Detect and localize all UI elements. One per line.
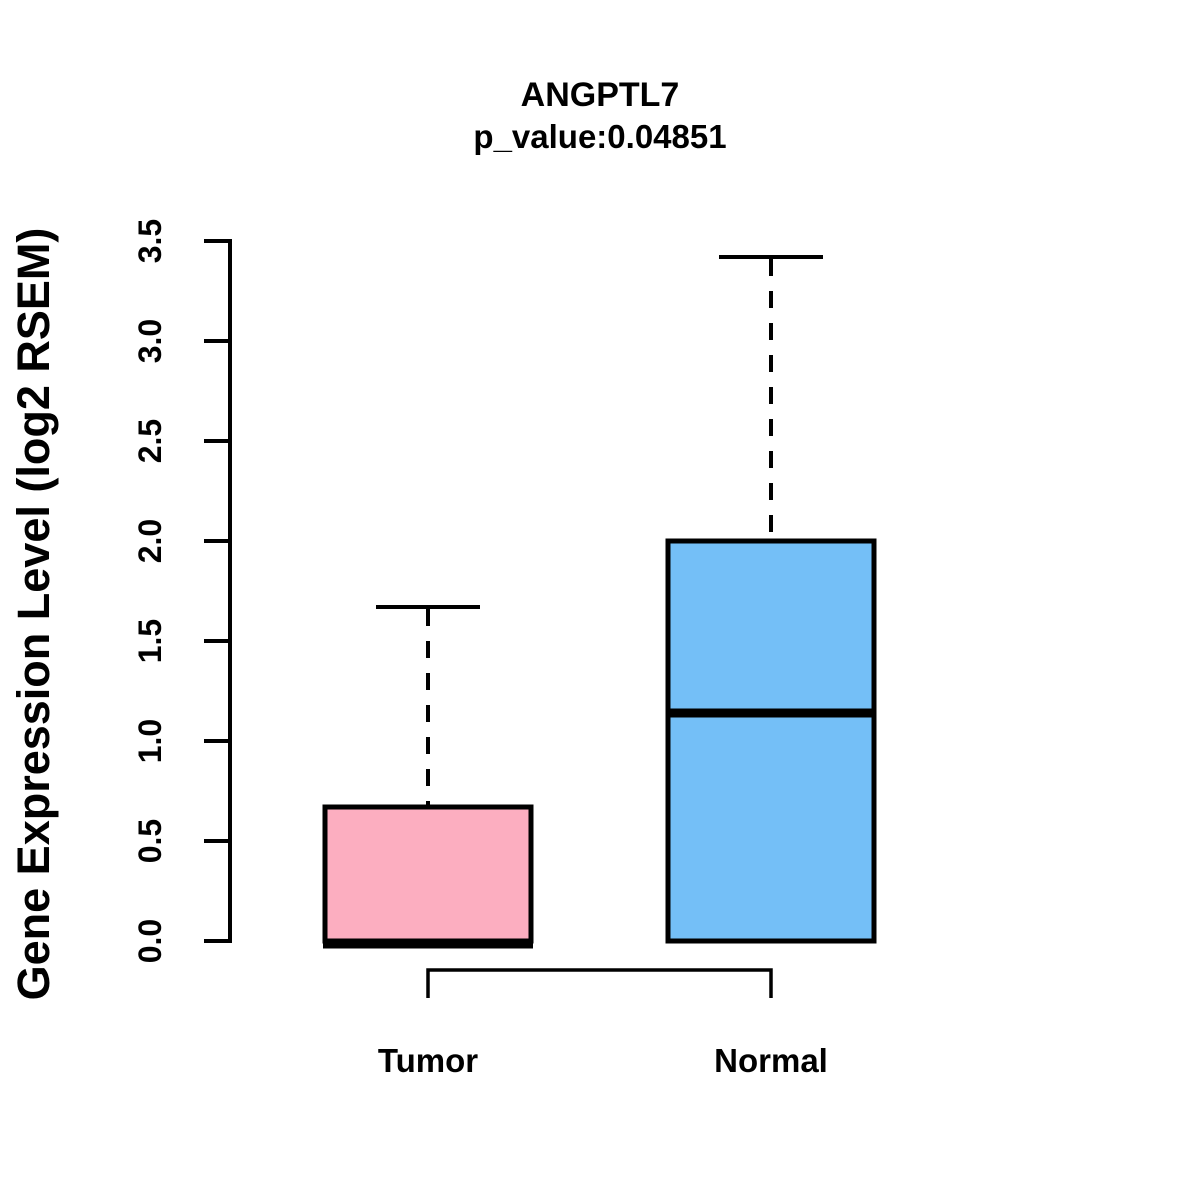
box-tumor (322, 804, 534, 944)
x-category-label-normal: Normal (714, 1042, 828, 1079)
y-axis-tick-label: 3.0 (132, 319, 168, 363)
y-axis-tick-label: 3.5 (132, 219, 168, 263)
y-axis-tick-label: 1.0 (132, 719, 168, 763)
y-axis-tick-label: 0.0 (132, 919, 168, 963)
box-normal (665, 538, 877, 944)
chart-subtitle-pvalue: p_value:0.04851 (473, 118, 727, 155)
y-axis-tick-label: 1.5 (132, 619, 168, 663)
y-axis-tick-label: 0.5 (132, 819, 168, 863)
comparison-bracket (426, 968, 773, 998)
y-axis-tick-label: 2.5 (132, 419, 168, 463)
x-category-label-tumor: Tumor (378, 1042, 478, 1079)
chart-title: ANGPTL7 (520, 76, 680, 114)
y-axis-tick-label: 2.0 (132, 519, 168, 563)
